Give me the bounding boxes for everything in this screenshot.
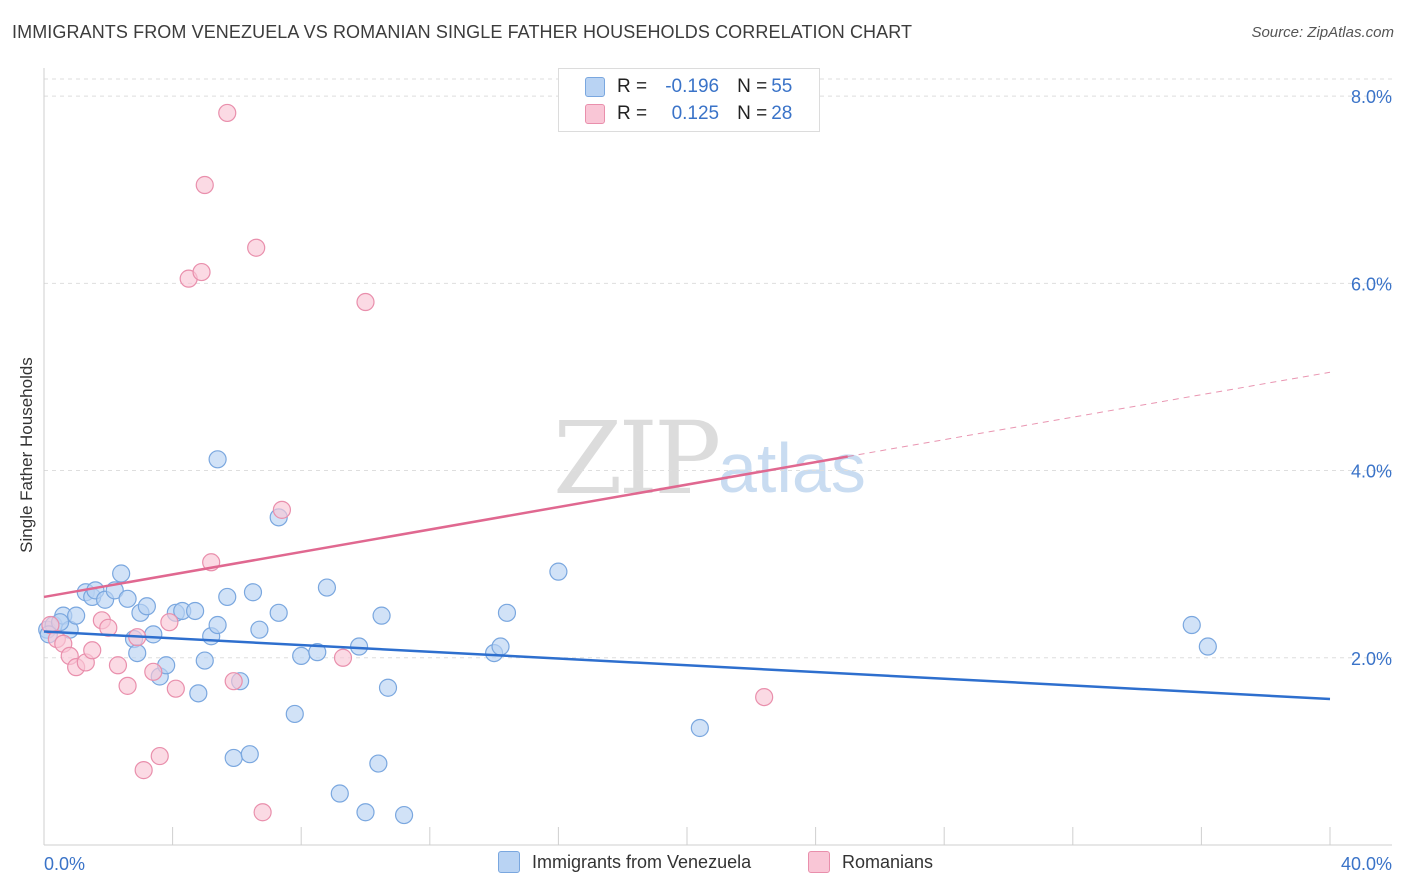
data-point-romanians xyxy=(218,103,237,123)
x-tick-label: 0.0% xyxy=(44,854,85,874)
data-point-venezuela xyxy=(1182,615,1201,635)
data-point-venezuela xyxy=(137,597,156,616)
data-point-romanians xyxy=(272,500,292,519)
data-point-romanians xyxy=(99,618,118,637)
data-point-venezuela xyxy=(308,643,327,662)
data-point-romanians xyxy=(192,262,211,282)
data-point-romanians xyxy=(253,803,272,822)
data-point-romanians xyxy=(134,761,153,780)
legend-r-value: -0.196 xyxy=(665,76,720,97)
data-point-venezuela xyxy=(186,601,205,621)
trend-line-venezuela xyxy=(43,630,1331,701)
data-point-venezuela xyxy=(356,803,375,822)
data-point-venezuela xyxy=(128,643,147,663)
data-point-venezuela xyxy=(292,646,311,665)
y-tick-label: 4.0% xyxy=(1351,462,1392,482)
data-point-venezuela xyxy=(369,754,388,773)
series-swatch-pink xyxy=(808,851,830,873)
legend-n-value: 28 xyxy=(771,103,793,124)
data-point-venezuela xyxy=(67,606,86,625)
watermark-zip: ZIP xyxy=(553,400,721,517)
series-legend-romanians: Romanians xyxy=(808,851,933,873)
data-point-venezuela xyxy=(690,718,709,738)
legend-swatch-pink xyxy=(585,104,605,124)
data-point-venezuela xyxy=(112,564,131,583)
data-point-romanians xyxy=(755,687,774,707)
data-point-venezuela xyxy=(195,651,214,670)
data-point-venezuela xyxy=(372,606,391,625)
data-point-venezuela xyxy=(218,587,237,607)
chart-title: IMMIGRANTS FROM VENEZUELA VS ROMANIAN SI… xyxy=(12,22,913,42)
data-point-venezuela xyxy=(549,562,568,581)
legend-r-label: R = xyxy=(617,103,648,124)
y-axis-title: Single Father Households xyxy=(17,357,36,553)
data-point-romanians xyxy=(195,175,214,195)
data-point-romanians xyxy=(333,648,353,667)
series-legend-label: Immigrants from Venezuela xyxy=(532,851,752,872)
data-point-romanians xyxy=(108,656,128,675)
data-point-venezuela xyxy=(394,805,414,825)
data-point-venezuela xyxy=(240,745,259,764)
series-legend: Immigrants from Venezuela Romanians xyxy=(0,851,1406,879)
y-tick-label: 6.0% xyxy=(1351,274,1392,294)
series-swatch-blue xyxy=(498,851,520,873)
data-point-venezuela xyxy=(208,615,227,635)
data-point-venezuela xyxy=(208,450,227,469)
data-point-venezuela xyxy=(269,603,288,622)
series-legend-venezuela: Immigrants from Venezuela xyxy=(498,851,751,873)
legend-row-romanians: R = 0.125 N = 28 xyxy=(585,102,792,126)
trend-line-romanians xyxy=(43,455,848,599)
data-point-romanians xyxy=(144,662,163,681)
y-tick-label: 8.0% xyxy=(1351,87,1392,107)
data-point-venezuela xyxy=(189,684,208,703)
data-point-venezuela xyxy=(1198,637,1217,656)
data-point-venezuela xyxy=(224,748,243,768)
data-point-venezuela xyxy=(243,583,263,602)
data-point-romanians xyxy=(118,676,137,695)
legend-r-value: 0.125 xyxy=(671,103,720,124)
correlation-legend: R = -0.196 N = 55 R = 0.125 N = 28 xyxy=(558,68,820,132)
y-tick-label: 2.0% xyxy=(1351,649,1392,669)
trend-extension-romanians xyxy=(847,371,1331,457)
data-point-venezuela xyxy=(285,704,304,724)
data-point-venezuela xyxy=(144,625,163,644)
legend-n-label: N = xyxy=(737,103,768,124)
legend-row-venezuela: R = -0.196 N = 55 xyxy=(585,75,792,99)
legend-r-label: R = xyxy=(617,76,648,97)
watermark-atlas: atlas xyxy=(718,429,866,507)
data-point-venezuela xyxy=(317,578,337,597)
data-point-romanians xyxy=(83,641,102,660)
data-point-venezuela xyxy=(497,603,517,622)
series-legend-label: Romanians xyxy=(842,851,934,872)
data-point-romanians xyxy=(224,672,243,691)
legend-n-value: 55 xyxy=(771,76,793,97)
legend-swatch-blue xyxy=(585,77,605,97)
data-point-venezuela xyxy=(491,637,510,656)
data-point-venezuela xyxy=(378,678,398,697)
data-point-romanians xyxy=(160,613,179,632)
data-point-romanians xyxy=(166,679,185,698)
data-point-venezuela xyxy=(118,589,137,608)
legend-n-label: N = xyxy=(737,76,768,97)
data-point-venezuela xyxy=(330,784,349,803)
source-label: Source: ZipAtlas.com xyxy=(1251,24,1394,41)
data-point-romanians xyxy=(247,238,266,257)
data-point-venezuela xyxy=(250,620,269,639)
data-point-romanians xyxy=(150,746,169,766)
x-tick-label: 40.0% xyxy=(1341,854,1392,874)
data-point-romanians xyxy=(356,292,375,312)
